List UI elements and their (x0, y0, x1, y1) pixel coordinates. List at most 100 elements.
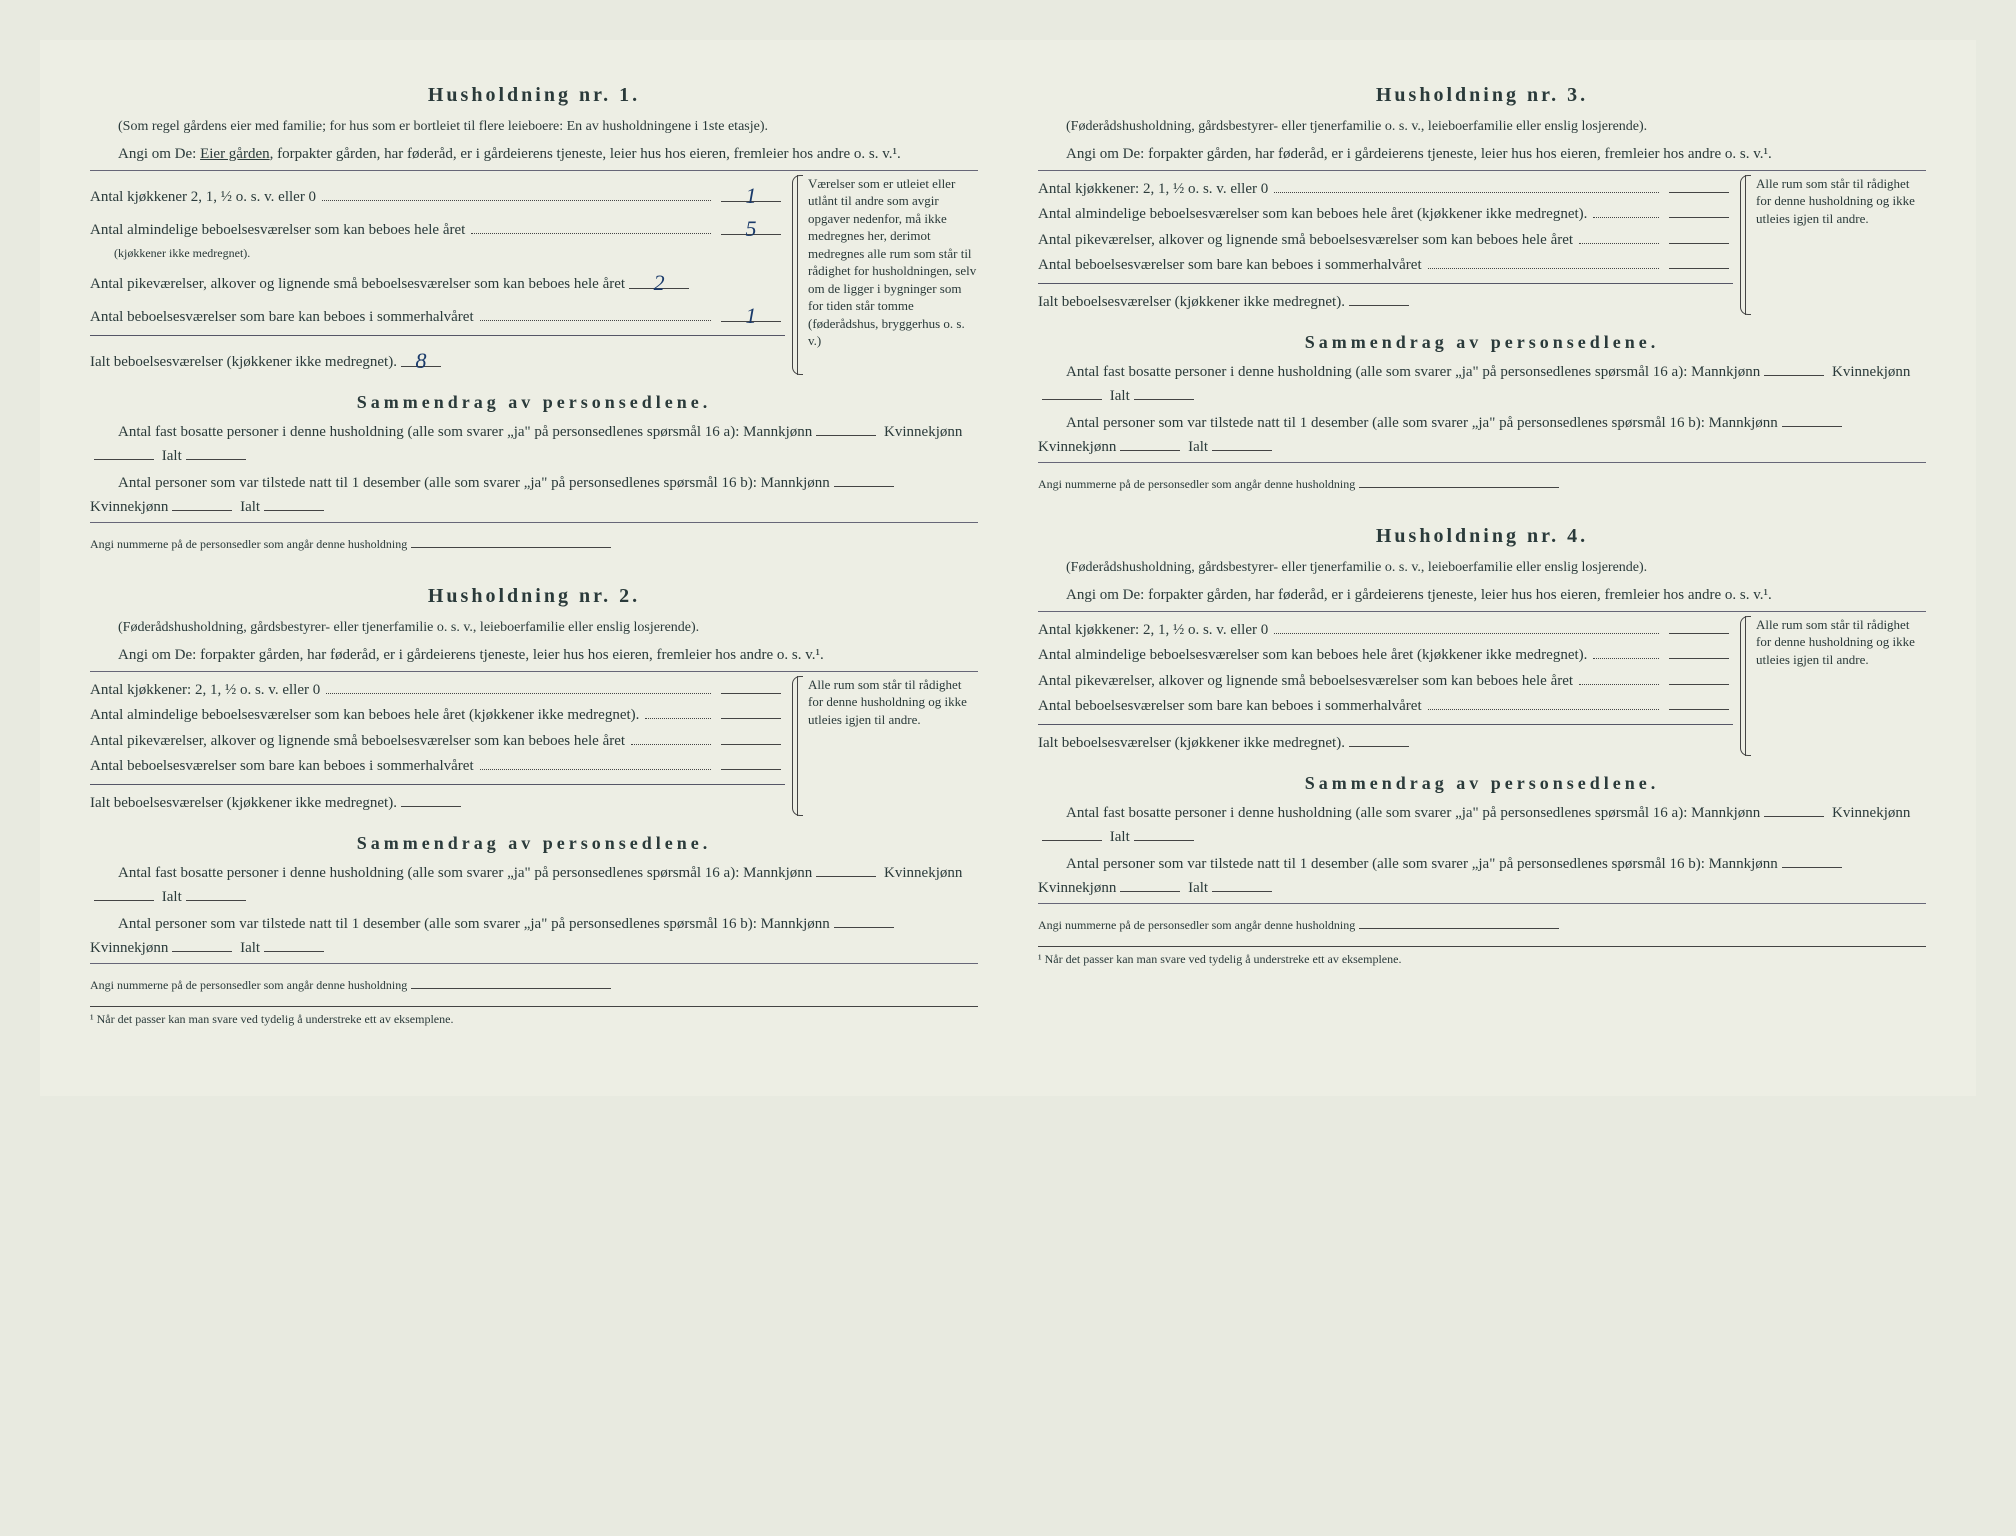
b[interactable] (1134, 825, 1194, 841)
label: Antal kjøkkener: 2, 1, ½ o. s. v. eller … (1038, 178, 1268, 201)
b[interactable] (411, 976, 611, 989)
b[interactable] (816, 861, 876, 877)
blank[interactable] (1349, 731, 1409, 747)
l: Antal personer som var tilstede natt til… (1066, 415, 1778, 431)
b[interactable] (1782, 852, 1842, 868)
b[interactable] (1042, 384, 1102, 400)
l: Kvinnekjønn (880, 865, 962, 881)
blank[interactable] (721, 678, 781, 694)
blank[interactable] (1669, 253, 1729, 269)
dots (1593, 646, 1659, 659)
dots (631, 732, 711, 745)
hh2-angi: Angi om De: forpakter gården, har føderå… (90, 644, 978, 667)
row: Antal almindelige beboelsesværelser som … (1038, 202, 1733, 226)
b[interactable] (1120, 876, 1180, 892)
b[interactable] (264, 936, 324, 952)
hh2-rooms-main: Antal kjøkkener: 2, 1, ½ o. s. v. eller … (90, 676, 785, 817)
sum-l2a: Antal personer som var tilstede natt til… (118, 475, 830, 491)
sum-l2-ialt[interactable] (264, 495, 324, 511)
b[interactable] (1764, 360, 1824, 376)
b[interactable] (1212, 876, 1272, 892)
hh1-angi: Angi om De: Eier gården, forpakter gårde… (90, 143, 978, 166)
rule (1038, 724, 1733, 725)
b[interactable] (1042, 825, 1102, 841)
sum-kv: Kvinnekjønn (880, 424, 962, 440)
hh2-sum-line1: Antal fast bosatte personer i denne hush… (90, 861, 978, 908)
blank[interactable] (401, 791, 461, 807)
hh1-maid-val[interactable]: 2 (629, 266, 689, 289)
b[interactable] (94, 885, 154, 901)
blank[interactable] (1669, 177, 1729, 193)
nummer-blank[interactable] (411, 535, 611, 548)
row: Ialt beboelsesværelser (kjøkkener ikke m… (90, 791, 785, 815)
b[interactable] (172, 936, 232, 952)
hh4-title: Husholdning nr. 4. (1038, 521, 1926, 551)
dots (1593, 205, 1659, 218)
hh1-total-val[interactable]: 8 (401, 344, 441, 367)
blank[interactable] (1669, 669, 1729, 685)
hh2-rooms-block: Antal kjøkkener: 2, 1, ½ o. s. v. eller … (90, 676, 978, 817)
household-2: Husholdning nr. 2. (Føderådshusholdning,… (90, 581, 978, 1028)
row: Antal pikeværelser, alkover og lignende … (1038, 669, 1733, 693)
blank[interactable] (1349, 290, 1409, 306)
b[interactable] (1782, 411, 1842, 427)
dots (471, 221, 711, 234)
dots (322, 188, 711, 201)
hh1-ord-val[interactable]: 5 (721, 212, 781, 235)
l: Kvinnekjønn (1038, 880, 1116, 896)
sum-l1-ialt[interactable] (186, 444, 246, 460)
b[interactable] (1359, 916, 1559, 929)
hh1-subnote: (Som regel gårdens eier med familie; for… (90, 116, 978, 137)
sum-l1-kv[interactable] (94, 444, 154, 460)
hh4-rooms-block: Antal kjøkkener: 2, 1, ½ o. s. v. eller … (1038, 616, 1926, 757)
blank[interactable] (1669, 643, 1729, 659)
blank[interactable] (721, 703, 781, 719)
hh1-summer-val[interactable]: 1 (721, 299, 781, 322)
b[interactable] (1134, 384, 1194, 400)
rule (90, 963, 978, 964)
rule (90, 671, 978, 672)
label: Ialt beboelsesværelser (kjøkkener ikke m… (90, 792, 397, 815)
b[interactable] (186, 885, 246, 901)
b[interactable] (834, 912, 894, 928)
rule (90, 522, 978, 523)
blank[interactable] (1669, 618, 1729, 634)
dots (480, 757, 711, 770)
blank[interactable] (1669, 228, 1729, 244)
l: Ialt (1184, 880, 1208, 896)
row: Antal kjøkkener: 2, 1, ½ o. s. v. eller … (1038, 618, 1733, 642)
hh1-total-row: Ialt beboelsesværelser (kjøkkener ikke m… (90, 342, 785, 374)
l: Kvinnekjønn (1828, 805, 1910, 821)
sum-l2-kv[interactable] (172, 495, 232, 511)
hh4-sum-line1: Antal fast bosatte personer i denne hush… (1038, 801, 1926, 848)
l: Kvinnekjønn (1038, 439, 1116, 455)
hh3-sum-line2: Antal personer som var tilstede natt til… (1038, 411, 1926, 458)
rule (1038, 611, 1926, 612)
hh1-kitchens-label: Antal kjøkkener 2, 1, ½ o. s. v. eller 0 (90, 186, 316, 209)
b[interactable] (1212, 435, 1272, 451)
b[interactable] (1120, 435, 1180, 451)
row: Antal pikeværelser, alkover og lignende … (1038, 228, 1733, 252)
label: Antal kjøkkener: 2, 1, ½ o. s. v. eller … (1038, 619, 1268, 642)
b[interactable] (1359, 475, 1559, 488)
hh1-summer-label: Antal beboelsesværelser som bare kan beb… (90, 306, 474, 329)
hh1-sidenote: Værelser som er utleiet eller utlånt til… (797, 175, 978, 376)
hh1-ordinary-row: Antal almindelige beboelsesværelser som … (90, 210, 785, 242)
blank[interactable] (721, 754, 781, 770)
hh1-kitchens-val[interactable]: 1 (721, 179, 781, 202)
footnote-right: ¹ Når det passer kan man svare ved tydel… (1038, 946, 1926, 968)
blank[interactable] (721, 729, 781, 745)
l: Ialt (236, 940, 260, 956)
sum-l2-mann[interactable] (834, 471, 894, 487)
row: Antal kjøkkener: 2, 1, ½ o. s. v. eller … (90, 678, 785, 702)
hh4-rooms-main: Antal kjøkkener: 2, 1, ½ o. s. v. eller … (1038, 616, 1733, 757)
dots (1274, 180, 1659, 193)
blank[interactable] (1669, 202, 1729, 218)
hh1-kitchens-row: Antal kjøkkener 2, 1, ½ o. s. v. eller 0… (90, 177, 785, 209)
dots (1274, 621, 1659, 634)
rule (1038, 462, 1926, 463)
household-1: Husholdning nr. 1. (Som regel gårdens ei… (90, 80, 978, 553)
b[interactable] (1764, 801, 1824, 817)
sum-l1-mann[interactable] (816, 420, 876, 436)
blank[interactable] (1669, 694, 1729, 710)
